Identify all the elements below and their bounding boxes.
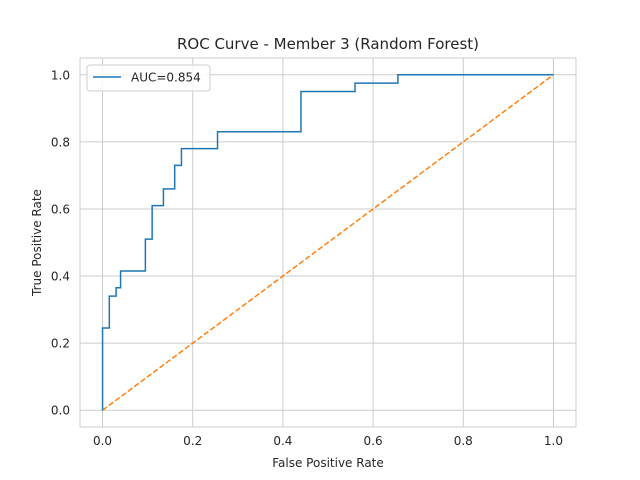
legend-box xyxy=(86,64,211,92)
y-tick-label: 0.2 xyxy=(51,337,70,351)
y-tick-label: 1.0 xyxy=(51,68,70,82)
y-tick-label: 0.6 xyxy=(51,202,70,216)
roc-curve-line xyxy=(101,74,554,411)
y-tick-label: 0.8 xyxy=(51,135,70,149)
legend: AUC=0.854 xyxy=(86,64,211,92)
x-tick-label: 0.0 xyxy=(93,434,112,448)
chance-diagonal-line xyxy=(102,74,554,411)
y-axis-label: True Positive Rate xyxy=(30,189,44,297)
legend-label: AUC=0.854 xyxy=(131,71,201,85)
x-tick-label: 0.4 xyxy=(273,434,292,448)
y-tick-label: 0.0 xyxy=(51,404,70,418)
series-layer xyxy=(101,74,554,411)
x-axis-label: False Positive Rate xyxy=(272,456,384,470)
y-tick-label: 0.4 xyxy=(51,270,70,284)
chart-title: ROC Curve - Member 3 (Random Forest) xyxy=(177,35,479,53)
x-tick-label: 0.8 xyxy=(454,434,473,448)
x-tick-label: 0.2 xyxy=(183,434,202,448)
x-tick-label: 1.0 xyxy=(544,434,563,448)
y-tick-labels: 0.0 0.2 0.4 0.6 0.8 1.0 xyxy=(51,68,70,417)
x-tick-label: 0.6 xyxy=(364,434,383,448)
plot-frame xyxy=(79,57,577,428)
x-tick-labels: 0.0 0.2 0.4 0.6 0.8 1.0 xyxy=(93,434,563,448)
grid xyxy=(80,58,576,427)
